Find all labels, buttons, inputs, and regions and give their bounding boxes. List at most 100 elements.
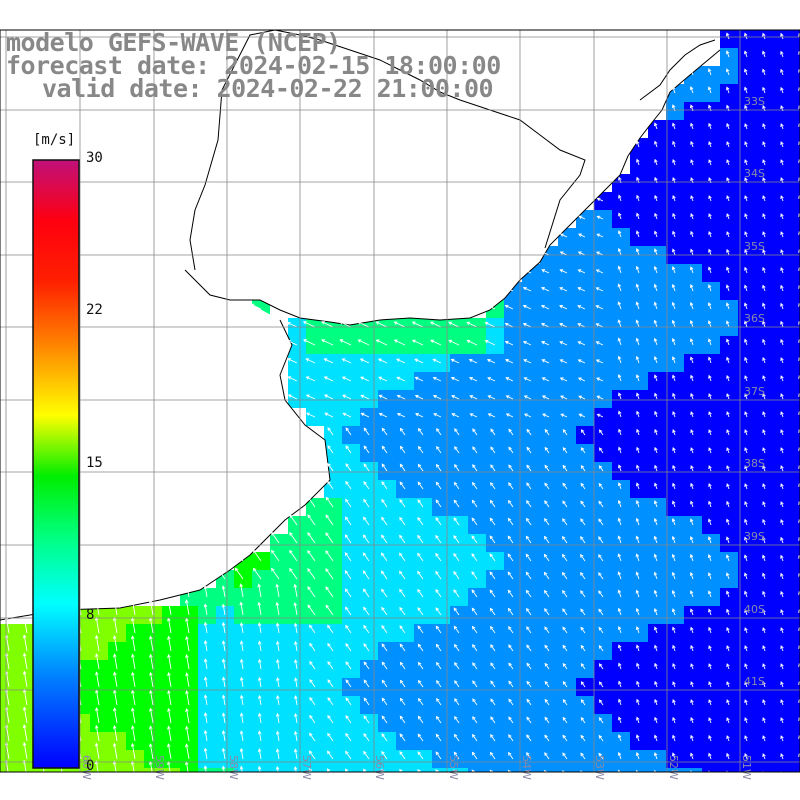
wind-arrow [327,463,334,472]
wind-arrow-head [94,760,99,765]
wind-arrow-head [381,661,386,666]
wind-arrow [541,341,550,346]
wind-arrow [562,554,568,562]
wind-arrow [524,377,532,382]
wind-arrow [397,413,406,418]
wind-arrow-head [654,140,658,145]
wind-arrow-head [305,358,310,362]
wind-arrow-head [167,743,171,748]
wind-arrow [672,284,676,292]
wind-arrow [363,427,370,436]
wind-arrow-head [617,644,622,649]
wind-arrow-head [345,606,349,611]
wind-cell [792,84,800,102]
wind-arrow-head [780,717,784,722]
wind-arrow-head [708,465,712,470]
wind-cell [522,768,540,772]
wind-arrow [762,591,766,598]
wind-arrow [562,483,568,490]
wind-arrow [562,699,568,706]
wind-arrow [596,323,604,328]
wind-arrow [596,287,604,292]
wind-cell [378,768,396,772]
wind-arrow [618,392,622,400]
wind-arrow [309,643,316,652]
wind-arrow-head [798,753,800,758]
lat-label-37s: 37S [744,385,765,398]
wind-arrow-head [508,626,512,630]
wind-arrow-head [744,483,748,488]
wind-arrow-head [505,377,510,381]
wind-arrow-head [690,140,694,145]
wind-arrow-head [471,625,476,630]
wind-arrow [381,698,388,706]
wind-arrow-head [22,724,27,729]
wind-arrow [418,698,424,706]
wind-arrow [544,482,550,490]
wind-arrow [381,446,388,454]
wind-arrow [417,644,424,652]
wind-arrow [596,251,604,256]
wind-arrow-head [617,535,622,540]
wind-arrow [363,499,370,508]
wind-arrow-head [653,301,658,306]
wind-arrow [186,726,190,742]
wind-arrow [762,339,766,346]
wind-arrow [435,517,442,526]
wind-arrow [485,322,496,328]
wind-arrow-head [22,652,27,657]
lon-label-58w: 58W [227,755,240,780]
wind-arrow [490,482,496,490]
wind-arrow-head [490,734,494,738]
wind-arrow-head [218,569,222,573]
wind-arrow [762,537,766,544]
wind-arrow-head [378,376,383,380]
wind-arrow-head [504,304,509,309]
wind-arrow-head [305,394,310,398]
wind-arrow [451,377,460,382]
wind-arrow-head [472,644,476,648]
wind-arrow [327,679,334,688]
wind-arrow-head [544,644,548,649]
title-model: modelo GEFS-WAVE (NCEP) [6,28,341,57]
lon-label-53w: 53W [593,755,606,780]
wind-arrow [654,356,658,364]
wind-arrow-head [578,413,583,417]
wind-arrow [654,735,658,742]
wind-arrow [508,662,514,670]
wind-arrow [544,447,550,454]
wind-arrow [276,641,280,652]
wind-arrow-head [725,554,730,559]
wind-cell [792,138,800,156]
wind-arrow-head [689,553,694,558]
wind-arrow-head [672,482,676,487]
wind-arrow [525,572,532,580]
wind-cell [792,588,800,606]
wind-arrow [381,481,388,490]
wind-arrow [618,447,622,454]
wind-arrow-head [293,766,298,771]
wind-arrow-head [185,617,189,622]
wind-arrow [672,608,676,616]
wind-arrow [325,514,334,526]
wind-arrow [436,464,442,472]
wind-arrow [578,395,586,400]
wind-arrow-head [762,302,766,307]
wind-arrow [505,359,514,364]
wind-arrow [578,359,586,364]
wind-arrow-head [257,622,262,627]
wind-arrow [762,303,766,310]
wind-cell [792,300,800,318]
wind-arrow-head [671,266,676,270]
wind-arrow-head [562,589,566,594]
wind-arrow [581,699,586,706]
wind-arrow-head [654,392,658,397]
wind-arrow-head [363,481,367,485]
wind-arrow [618,301,622,310]
wind-arrow-head [362,570,367,575]
wind-arrow [378,376,388,382]
wind-arrow-head [544,734,548,739]
wind-arrow-head [399,679,404,684]
wind-arrow [672,735,676,742]
wind-arrow-head [149,635,153,640]
